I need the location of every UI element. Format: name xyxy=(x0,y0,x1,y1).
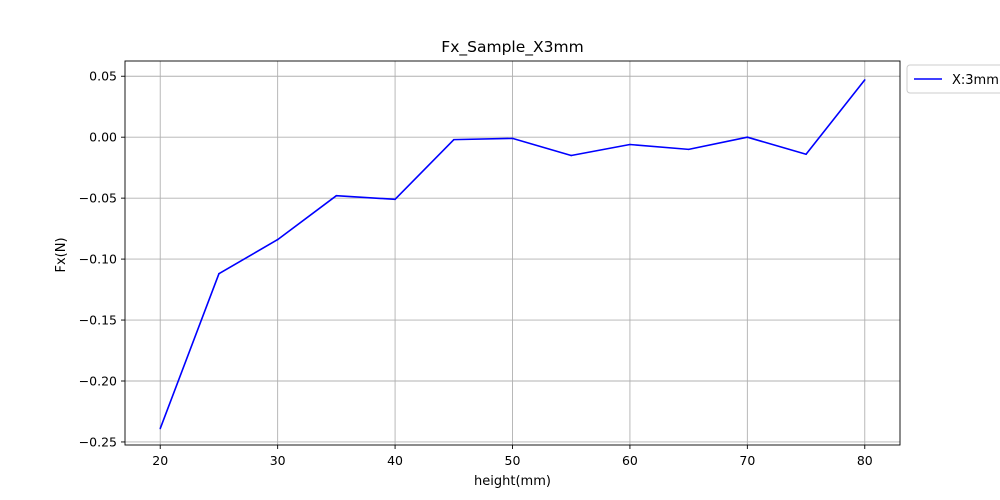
data-point xyxy=(629,143,631,146)
y-tick-label: −0.10 xyxy=(79,252,117,267)
data-point xyxy=(276,238,279,241)
legend-box xyxy=(906,64,1000,94)
data-point xyxy=(570,154,573,157)
data-point xyxy=(335,194,338,197)
data-point xyxy=(511,137,514,140)
y-tick-label: −0.15 xyxy=(79,313,117,328)
data-point xyxy=(863,79,866,81)
x-tick-label: 30 xyxy=(270,453,286,468)
y-tick-label: −0.05 xyxy=(79,191,117,206)
data-point xyxy=(746,136,749,138)
axis-ticks: 20 30 40 50 60 70 80 0.05 0.00 −0.05 −0.10 −0.15 −0.… xyxy=(79,69,873,468)
grid-lines xyxy=(125,61,900,445)
x-tick-label: 70 xyxy=(739,453,755,468)
data-point xyxy=(159,427,162,430)
y-axis-label: Fx(N) xyxy=(54,237,69,272)
data-point xyxy=(218,272,220,275)
data-point xyxy=(452,138,455,141)
x-tick-label: 20 xyxy=(152,453,168,468)
x-tick-label: 80 xyxy=(857,453,873,468)
x-tick-label: 60 xyxy=(622,453,638,468)
legend: X:3mm xyxy=(906,64,1000,94)
y-tick-label: 0.05 xyxy=(89,69,117,84)
y-tick-label: −0.20 xyxy=(79,374,117,389)
x-tick-label: 40 xyxy=(387,453,403,468)
plot-series xyxy=(159,79,866,430)
y-tick-label: −0.25 xyxy=(79,434,117,449)
data-point xyxy=(687,148,690,151)
data-point xyxy=(394,198,396,201)
x-axis-label: height(mm) xyxy=(474,474,551,489)
x-tick-label: 50 xyxy=(505,453,521,468)
chart-title: Fx_Sample_X3mm xyxy=(441,38,583,57)
data-point xyxy=(805,153,807,156)
legend-label: X:3mm xyxy=(952,73,999,88)
y-tick-label: 0.00 xyxy=(89,130,117,145)
